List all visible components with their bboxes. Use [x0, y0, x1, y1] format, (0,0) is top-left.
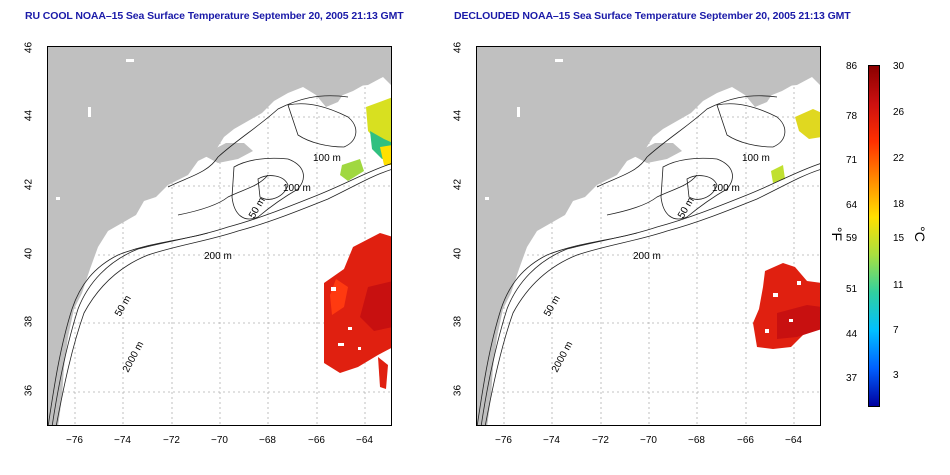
fahrenheit-tick-label: 71: [846, 155, 858, 166]
inland-water: [485, 59, 563, 200]
contour-label-200m: 200 m: [633, 251, 661, 262]
celsius-tick-label: 11: [893, 280, 904, 291]
y-tick-label: 36: [452, 384, 464, 397]
coastline-landmass: [48, 47, 391, 425]
x-tick-label: −64: [785, 435, 802, 446]
graticule: [48, 47, 391, 425]
sst-warm-patch: [753, 263, 820, 349]
coastline-landmass: [477, 47, 820, 425]
contour-label-100m-2: 100 m: [283, 183, 311, 194]
y-tick-label: 38: [23, 315, 35, 328]
x-tick-label: −72: [592, 435, 609, 446]
inland-water: [56, 59, 134, 200]
contour-label-50m: 50 m: [247, 196, 268, 221]
right-map-canvas: 100 m 100 m 50 m 200 m 50 m 2000 m: [477, 47, 820, 425]
x-tick-label: −68: [259, 435, 276, 446]
x-tick-label: −74: [543, 435, 560, 446]
sst-cool-patch: [771, 109, 820, 183]
right-map-title: DECLOUDED NOAA–15 Sea Surface Temperatur…: [454, 10, 851, 22]
fahrenheit-unit-label: °F: [829, 226, 846, 242]
contour-label-100m-2: 100 m: [712, 183, 740, 194]
nova-scotia-land: [739, 69, 807, 101]
contour-label-50m-2: 50 m: [113, 294, 134, 319]
x-tick-label: −72: [163, 435, 180, 446]
contour-label-2000m: 2000 m: [121, 340, 146, 375]
celsius-tick-label: 26: [893, 107, 905, 118]
celsius-tick-label: 30: [893, 61, 905, 72]
left-sst-map: 100 m 100 m 50 m 200 m 50 m 2000 m: [47, 46, 392, 426]
y-tick-label: 46: [452, 41, 464, 54]
contour-label-50m-2: 50 m: [542, 294, 563, 319]
y-tick-label: 44: [23, 109, 35, 122]
sst-cool-patch: [340, 97, 391, 181]
left-map-canvas: 100 m 100 m 50 m 200 m 50 m 2000 m: [48, 47, 391, 425]
contour-label-50m: 50 m: [676, 196, 697, 221]
right-sst-map: 100 m 100 m 50 m 200 m 50 m 2000 m: [476, 46, 821, 426]
temperature-colorbar: [868, 65, 880, 407]
x-tick-label: −76: [66, 435, 83, 446]
y-tick-label: 42: [23, 178, 35, 191]
x-tick-label: −70: [211, 435, 228, 446]
fahrenheit-tick-label: 86: [846, 61, 858, 72]
contour-label-100m: 100 m: [742, 153, 770, 164]
y-tick-label: 38: [452, 315, 464, 328]
x-tick-label: −76: [495, 435, 512, 446]
bathymetry-contours: [477, 95, 820, 425]
fahrenheit-tick-label: 59: [846, 233, 858, 244]
x-tick-label: −66: [308, 435, 325, 446]
x-tick-label: −70: [640, 435, 657, 446]
contour-label-100m: 100 m: [313, 153, 341, 164]
x-tick-label: −66: [737, 435, 754, 446]
y-tick-label: 46: [23, 41, 35, 54]
y-tick-label: 44: [452, 109, 464, 122]
bathymetry-contours: [48, 95, 391, 425]
celsius-tick-label: 22: [893, 153, 905, 164]
y-tick-label: 42: [452, 178, 464, 191]
left-map-title: RU COOL NOAA–15 Sea Surface Temperature …: [25, 10, 404, 22]
fahrenheit-tick-label: 78: [846, 111, 858, 122]
y-tick-label: 36: [23, 384, 35, 397]
celsius-unit-label: °C: [911, 226, 928, 242]
x-tick-label: −74: [114, 435, 131, 446]
x-tick-label: −64: [356, 435, 373, 446]
celsius-tick-label: 18: [893, 199, 905, 210]
celsius-tick-label: 3: [893, 370, 899, 381]
celsius-tick-label: 15: [893, 233, 905, 244]
fahrenheit-tick-label: 64: [846, 200, 858, 211]
y-tick-label: 40: [23, 247, 35, 260]
x-tick-label: −68: [688, 435, 705, 446]
celsius-tick-label: 7: [893, 325, 899, 336]
cape-cod-land: [632, 143, 682, 163]
y-tick-label: 40: [452, 247, 464, 260]
cape-cod-land: [203, 143, 253, 163]
fahrenheit-tick-label: 51: [846, 284, 858, 295]
fahrenheit-tick-label: 37: [846, 373, 858, 384]
contour-label-2000m: 2000 m: [550, 340, 575, 375]
nova-scotia-land: [310, 69, 378, 101]
fahrenheit-tick-label: 44: [846, 329, 858, 340]
contour-label-200m: 200 m: [204, 251, 232, 262]
sst-warm-patch: [324, 233, 391, 389]
